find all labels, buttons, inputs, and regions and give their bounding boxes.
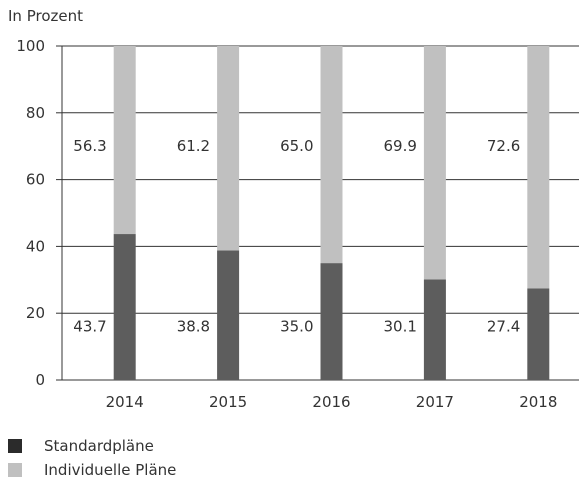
data-label-individuelle-plaene-2014: 56.3: [73, 137, 106, 155]
bar-individuelle-plaene-2017: [423, 46, 446, 280]
data-label-individuelle-plaene-2015: 61.2: [177, 137, 210, 155]
y-tick-label-80: 80: [26, 104, 45, 122]
x-tick-label-2017: 2017: [416, 393, 454, 411]
y-tick-label-100: 100: [16, 37, 45, 55]
data-label-standardplaene-2017: 30.1: [383, 318, 416, 336]
data-label-individuelle-plaene-2016: 65.0: [280, 137, 313, 155]
y-tick-label-0: 0: [35, 371, 45, 389]
y-tick-label-20: 20: [26, 304, 45, 322]
data-label-individuelle-plaene-2017: 69.9: [383, 137, 416, 155]
x-tick-label-2018: 2018: [519, 393, 557, 411]
data-label-individuelle-plaene-2018: 72.6: [487, 137, 520, 155]
data-label-standardplaene-2018: 27.4: [487, 318, 520, 336]
legend-label-individuelle-plaene: Individuelle Pläne: [44, 461, 177, 479]
bar-individuelle-plaene-2018: [527, 46, 550, 289]
legend-item-individuelle-plaene: Individuelle Pläne: [8, 458, 176, 482]
y-tick-label-60: 60: [26, 171, 45, 189]
data-label-standardplaene-2014: 43.7: [73, 318, 106, 336]
legend-item-standardplaene: Standardpläne: [8, 434, 176, 458]
x-tick-label-2015: 2015: [209, 393, 247, 411]
x-tick-label-2016: 2016: [312, 393, 350, 411]
legend-swatch-standardplaene: [8, 439, 22, 453]
legend-swatch-individuelle-plaene: [8, 463, 22, 477]
bar-standardplaene-2014: [113, 234, 136, 380]
bar-standardplaene-2015: [217, 250, 240, 380]
y-axis-unit-label: In Prozent: [8, 7, 83, 25]
y-tick-label-40: 40: [26, 237, 45, 255]
bar-standardplaene-2017: [423, 279, 446, 380]
bar-individuelle-plaene-2015: [217, 46, 240, 251]
legend-label-standardplaene: Standardpläne: [44, 437, 154, 455]
x-tick-label-2014: 2014: [106, 393, 144, 411]
bar-standardplaene-2018: [527, 288, 550, 380]
bar-standardplaene-2016: [320, 263, 343, 380]
chart-legend: Standardpläne Individuelle Pläne: [8, 434, 176, 482]
bar-individuelle-plaene-2016: [320, 46, 343, 264]
data-label-standardplaene-2016: 35.0: [280, 318, 313, 336]
data-label-standardplaene-2015: 38.8: [177, 318, 210, 336]
bar-individuelle-plaene-2014: [113, 46, 136, 235]
